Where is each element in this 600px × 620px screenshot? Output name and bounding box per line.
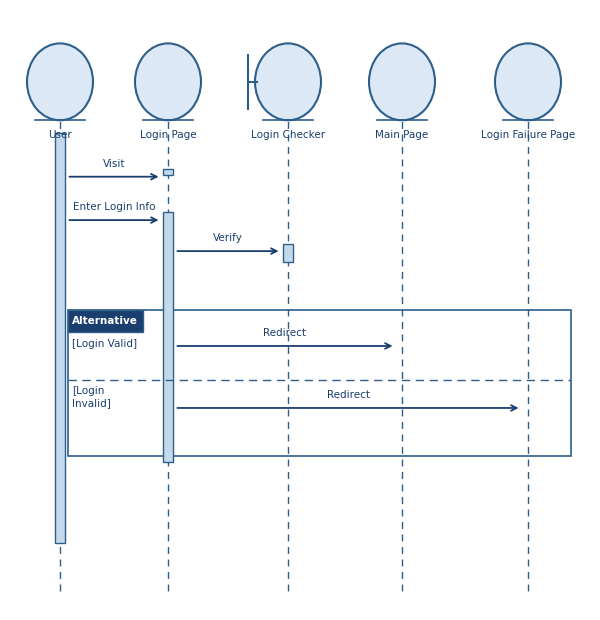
Bar: [283, 244, 293, 262]
Bar: [55, 133, 65, 542]
Ellipse shape: [495, 43, 561, 120]
Text: User: User: [48, 130, 72, 140]
Bar: [68, 310, 143, 332]
Text: [Login Valid]: [Login Valid]: [72, 339, 137, 348]
Bar: [163, 169, 173, 175]
Text: Visit: Visit: [103, 159, 125, 169]
Ellipse shape: [255, 43, 321, 120]
Text: Redirect: Redirect: [263, 328, 307, 338]
Text: Redirect: Redirect: [326, 390, 370, 400]
Text: [Login
Invalid]: [Login Invalid]: [72, 386, 111, 408]
Text: Login Page: Login Page: [140, 130, 196, 140]
Bar: [68, 310, 571, 456]
Ellipse shape: [369, 43, 435, 120]
Ellipse shape: [27, 43, 93, 120]
Text: Login Failure Page: Login Failure Page: [481, 130, 575, 140]
Ellipse shape: [135, 43, 201, 120]
Bar: [163, 212, 173, 462]
Text: Alternative: Alternative: [72, 316, 138, 326]
Text: Verify: Verify: [213, 233, 243, 243]
Text: Enter Login Info: Enter Login Info: [73, 202, 155, 212]
Text: Main Page: Main Page: [376, 130, 428, 140]
Text: Login Checker: Login Checker: [251, 130, 325, 140]
